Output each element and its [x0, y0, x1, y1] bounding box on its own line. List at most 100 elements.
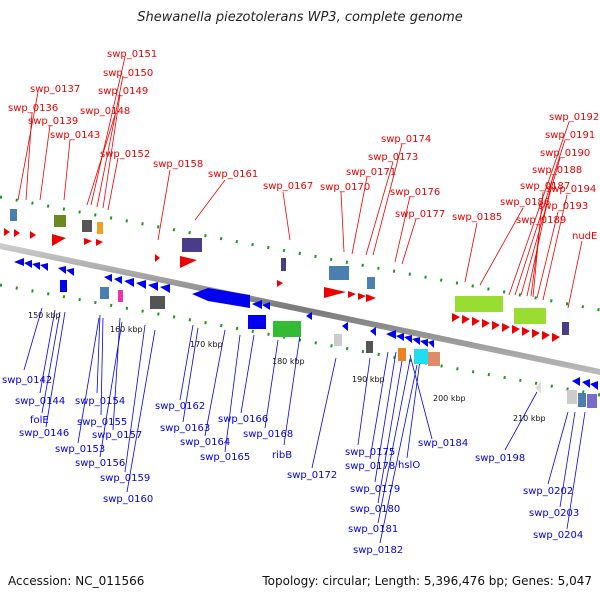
feature-box[interactable] — [514, 308, 546, 324]
gene-label[interactable]: swp_0171 — [346, 167, 396, 178]
gene-label[interactable]: swp_0175 — [345, 447, 395, 458]
gene-label[interactable]: ribB — [272, 450, 292, 461]
gene-label[interactable]: swp_0172 — [287, 470, 337, 481]
gene-label[interactable]: swp_0193 — [538, 201, 588, 212]
gene-arrow[interactable] — [136, 280, 146, 289]
gene-label[interactable]: swp_0179 — [350, 484, 400, 495]
feature-box[interactable] — [398, 348, 406, 361]
gene-label[interactable]: swp_0176 — [390, 187, 440, 198]
gene-label[interactable]: swp_0204 — [533, 530, 583, 541]
feature-box[interactable] — [334, 334, 342, 346]
gene-label[interactable]: swp_0168 — [243, 429, 293, 440]
gene-arrow[interactable] — [522, 327, 530, 336]
feature-box[interactable] — [366, 341, 373, 353]
gene-arrow[interactable] — [412, 337, 420, 345]
feature-box[interactable] — [10, 209, 17, 221]
gene-arrow[interactable] — [14, 258, 24, 266]
gene-label[interactable]: swp_0151 — [107, 49, 157, 60]
feature-box[interactable] — [100, 287, 109, 299]
gene-arrow[interactable] — [396, 333, 404, 341]
gene-arrow[interactable] — [52, 234, 66, 246]
gene-arrow[interactable] — [532, 329, 540, 338]
gene-label[interactable]: swp_0163 — [160, 423, 210, 434]
gene-arrow[interactable] — [30, 231, 36, 239]
gene-arrow[interactable] — [104, 274, 112, 282]
gene-label[interactable]: swp_0186 — [500, 197, 550, 208]
gene-arrow[interactable] — [452, 313, 460, 322]
gene-label[interactable]: swp_0165 — [200, 452, 250, 463]
gene-arrow[interactable] — [370, 327, 376, 336]
gene-label[interactable]: swp_0148 — [80, 106, 130, 117]
gene-arrow[interactable] — [462, 315, 470, 324]
gene-label[interactable]: swp_0143 — [50, 130, 100, 141]
feature-box[interactable] — [578, 393, 586, 407]
gene-label[interactable]: swp_0150 — [103, 68, 153, 79]
gene-label[interactable]: swp_0137 — [30, 84, 80, 95]
gene-label[interactable]: swp_0180 — [350, 504, 400, 515]
gene-label[interactable]: swp_0194 — [546, 184, 596, 195]
gene-label[interactable]: swp_0149 — [98, 86, 148, 97]
gene-arrow[interactable] — [96, 239, 103, 246]
gene-arrow[interactable] — [277, 280, 283, 287]
gene-arrow[interactable] — [252, 300, 262, 309]
feature-box[interactable] — [182, 238, 202, 252]
gene-arrow[interactable] — [492, 321, 500, 330]
gene-label[interactable]: folE — [30, 415, 49, 426]
gene-arrow[interactable] — [358, 293, 366, 300]
gene-label[interactable]: swp_0185 — [452, 212, 502, 223]
gene-label[interactable]: swp_0155 — [77, 417, 127, 428]
gene-label[interactable]: swp_0156 — [75, 458, 125, 469]
gene-arrow[interactable] — [4, 228, 10, 236]
gene-label[interactable]: swp_0164 — [180, 437, 230, 448]
feature-box[interactable] — [329, 266, 349, 280]
feature-box[interactable] — [414, 349, 428, 364]
gene-label[interactable]: swp_0184 — [418, 438, 468, 449]
feature-box[interactable] — [60, 280, 67, 292]
gene-label[interactable]: swp_0144 — [15, 396, 65, 407]
gene-arrow[interactable] — [40, 263, 48, 271]
gene-arrow[interactable] — [306, 312, 312, 320]
feature-box[interactable] — [248, 315, 266, 329]
gene-arrow[interactable] — [84, 238, 92, 245]
gene-arrow[interactable] — [366, 294, 376, 302]
gene-label[interactable]: swp_0198 — [475, 453, 525, 464]
gene-arrow[interactable] — [512, 325, 520, 334]
gene-label[interactable]: swp_0146 — [19, 428, 69, 439]
feature-box[interactable] — [562, 322, 569, 335]
gene-arrow[interactable] — [572, 377, 580, 386]
gene-arrow[interactable] — [404, 335, 412, 343]
gene-arrow[interactable] — [324, 287, 346, 298]
forward-genes[interactable] — [4, 209, 569, 342]
gene-arrow[interactable] — [590, 381, 598, 390]
gene-arrow[interactable] — [58, 266, 66, 274]
gene-arrow[interactable] — [24, 260, 32, 268]
gene-label[interactable]: swp_0142 — [2, 375, 52, 386]
gene-label[interactable]: swp_0161 — [208, 169, 258, 180]
gene-label[interactable]: swp_0192 — [549, 112, 599, 123]
feature-box[interactable] — [54, 215, 66, 227]
gene-arrow[interactable] — [348, 291, 356, 298]
gene-label[interactable]: swp_0154 — [75, 396, 125, 407]
gene-label[interactable]: swp_0177 — [395, 209, 445, 220]
gene-arrow[interactable] — [66, 268, 74, 276]
feature-box[interactable] — [367, 277, 375, 289]
gene-label[interactable]: swp_0139 — [28, 116, 78, 127]
gene-label[interactable]: swp_0182 — [353, 545, 403, 556]
gene-arrow[interactable] — [542, 331, 550, 340]
feature-box[interactable] — [455, 296, 503, 312]
gene-arrow[interactable] — [535, 381, 541, 393]
gene-label[interactable]: swp_0202 — [523, 486, 573, 497]
gene-arrow[interactable] — [14, 229, 20, 237]
gene-label[interactable]: swp_0152 — [100, 149, 150, 160]
gene-arrow[interactable] — [582, 379, 590, 388]
feature-box[interactable] — [118, 290, 123, 302]
gene-label[interactable]: swp_0203 — [529, 508, 579, 519]
gene-arrow[interactable] — [148, 282, 158, 291]
feature-box[interactable] — [82, 220, 92, 232]
gene-label[interactable]: swp_0188 — [532, 165, 582, 176]
feature-box[interactable] — [150, 296, 165, 309]
feature-box[interactable] — [273, 321, 301, 337]
gene-label[interactable]: swp_0157 — [92, 430, 142, 441]
gene-label[interactable]: swp_0162 — [155, 401, 205, 412]
gene-label[interactable]: nudE — [572, 231, 597, 242]
